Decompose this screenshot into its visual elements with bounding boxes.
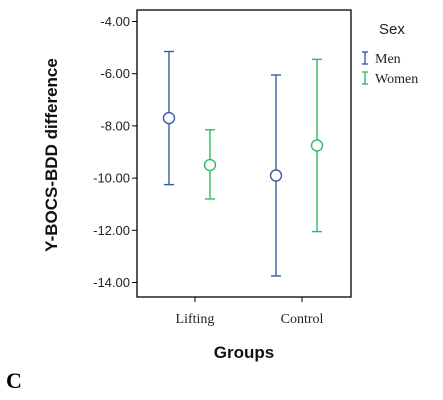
x-tick-label: Control: [281, 312, 324, 327]
y-axis-title: Y-BOCS-BDD difference: [42, 58, 61, 252]
x-axis: Lifting Control: [176, 297, 324, 327]
x-tick-label: Lifting: [176, 312, 215, 327]
error-bar-marks: [162, 50, 324, 277]
x-axis-title: Groups: [214, 343, 274, 362]
error-bar-women-control: [310, 58, 324, 233]
legend: Men Women: [362, 51, 418, 87]
y-tick-label: -6.00: [100, 66, 130, 81]
error-bar-men-control: [269, 74, 283, 277]
error-bar-men-lifting: [162, 50, 176, 186]
mean-point: [162, 111, 176, 125]
error-bar-women-lifting: [203, 129, 217, 200]
y-tick-label: -14.00: [93, 275, 130, 290]
mean-point: [310, 139, 324, 152]
panel-label: C: [6, 368, 22, 393]
mean-point: [203, 158, 217, 172]
legend-label-women: Women: [375, 72, 418, 87]
y-tick-label: -10.00: [93, 171, 130, 186]
plot-area: [136, 9, 352, 298]
y-tick-label: -8.00: [100, 118, 130, 133]
y-tick-label: -12.00: [93, 223, 130, 238]
mean-point: [269, 169, 283, 182]
legend-title: Sex: [379, 21, 405, 38]
legend-label-men: Men: [375, 52, 401, 67]
y-tick-label: -4.00: [100, 14, 130, 29]
y-axis: -4.00 -6.00 -8.00 -10.00 -12.00 -14.00: [93, 14, 137, 290]
